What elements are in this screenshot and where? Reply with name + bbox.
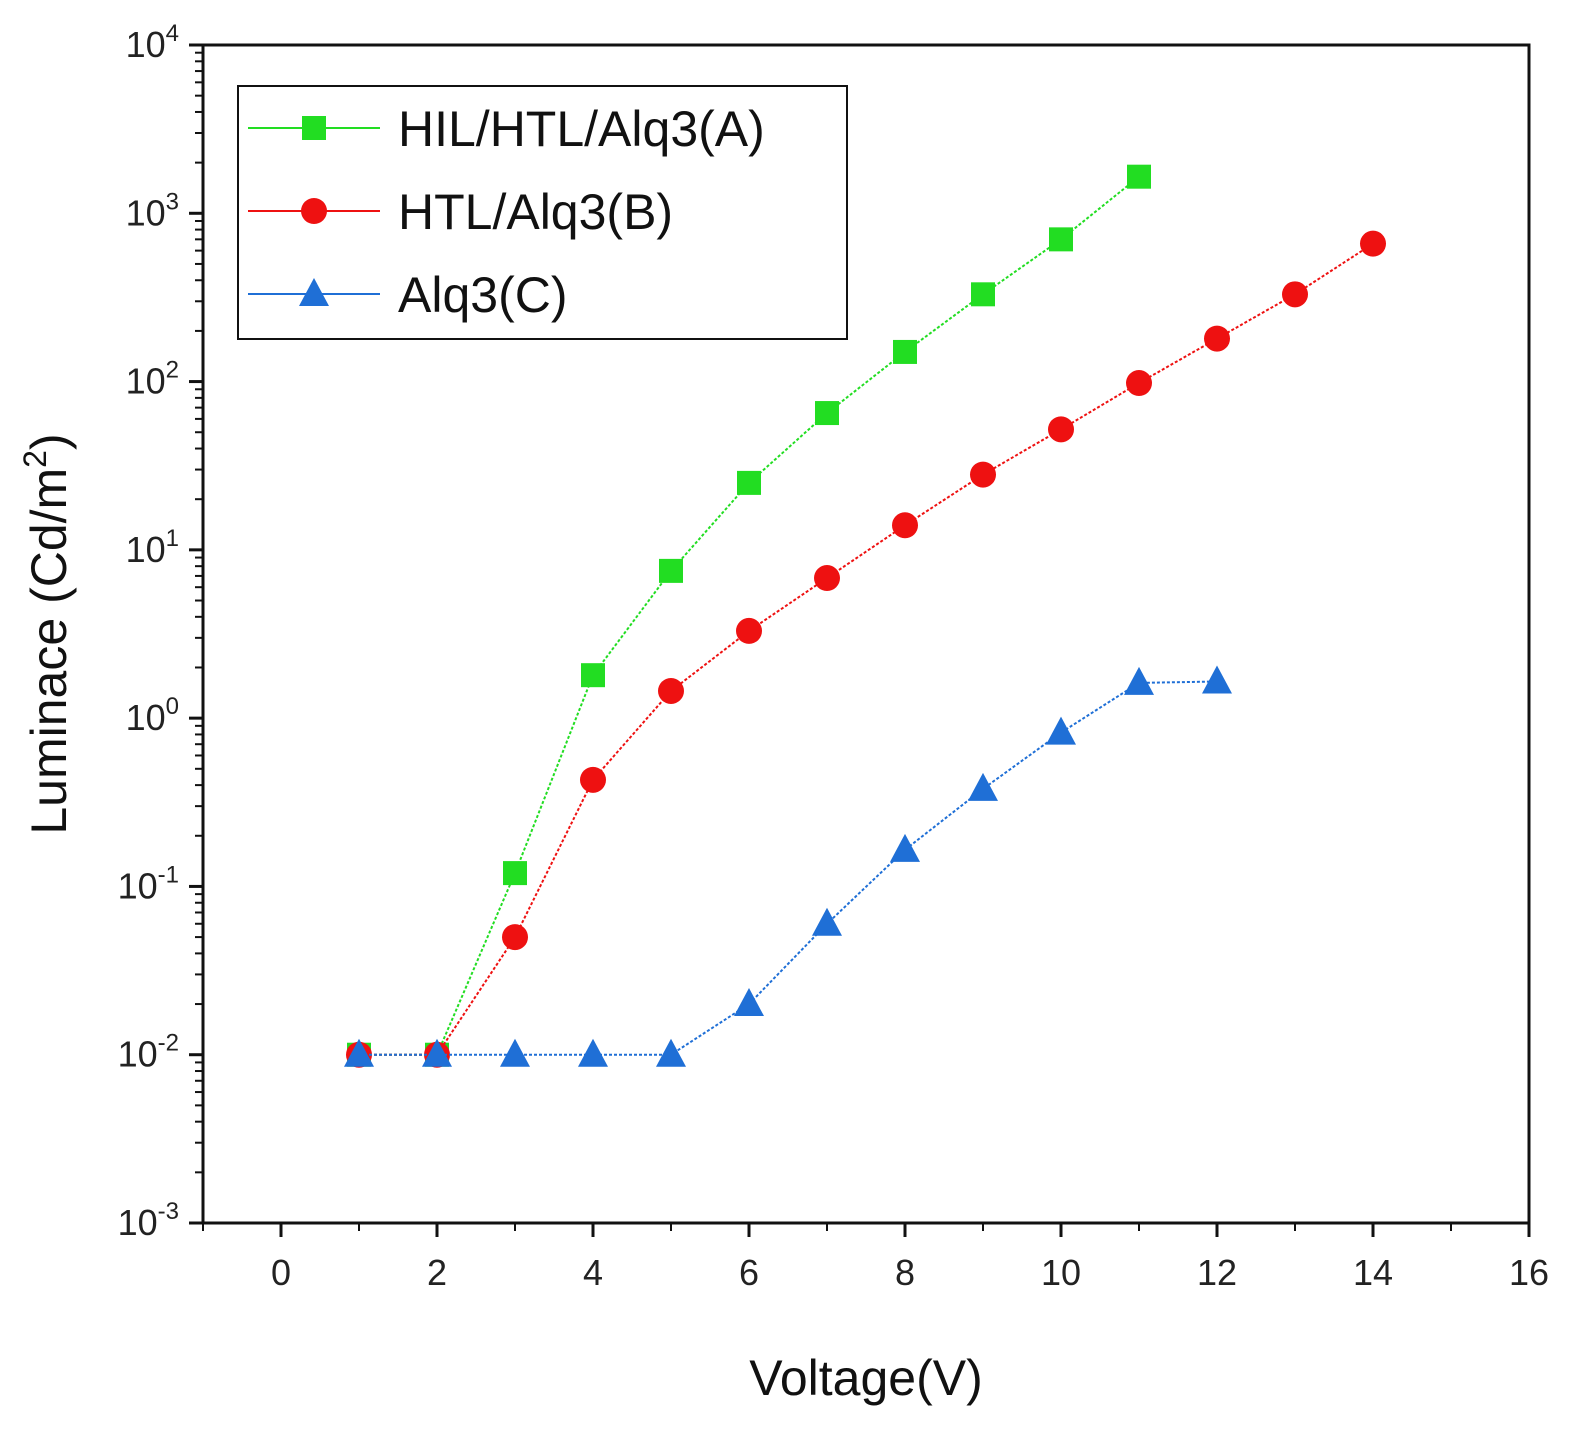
data-point: [659, 558, 683, 583]
legend-marker: [299, 278, 329, 306]
data-point: [581, 663, 605, 688]
data-point: [1048, 416, 1074, 443]
data-point: [580, 766, 606, 793]
data-point: [815, 401, 839, 426]
data-point: [737, 470, 761, 495]
data-point: [1360, 230, 1386, 257]
legend-marker: [302, 116, 326, 140]
y-tick-label: 10-1: [118, 861, 179, 906]
y-axis-title: Luminace (Cd/m2): [17, 433, 77, 834]
data-point: [503, 861, 527, 886]
x-tick-label: 12: [1197, 1252, 1237, 1293]
data-point: [1204, 325, 1230, 352]
data-point: [970, 461, 996, 488]
legend-label: Alq3(C): [398, 267, 567, 323]
y-tick-label: 10-3: [118, 1198, 179, 1243]
x-axis-title: Voltage(V): [749, 1350, 982, 1406]
data-point: [734, 988, 764, 1017]
data-point: [736, 617, 762, 644]
data-point: [814, 565, 840, 592]
data-point: [502, 924, 528, 951]
y-tick-label: 10-2: [118, 1030, 179, 1075]
legend: HIL/HTL/Alq3(A) HTL/Alq3(B) Alq3(C): [237, 85, 848, 340]
data-point: [971, 282, 995, 307]
data-point: [892, 512, 918, 539]
y-tick-label: 100: [126, 693, 179, 738]
legend-entry: HTL/Alq3(B): [248, 184, 673, 240]
data-point: [812, 907, 842, 936]
data-point: [422, 1038, 452, 1067]
legend-marker: [301, 198, 327, 224]
y-tick-label: 103: [126, 188, 179, 233]
y-tick-label: 102: [126, 357, 179, 402]
legend-entry: Alq3(C): [248, 267, 567, 323]
data-point: [500, 1038, 530, 1067]
data-point: [1282, 281, 1308, 308]
legend-entry: HIL/HTL/Alq3(A): [248, 101, 765, 157]
data-point: [1124, 666, 1154, 695]
data-point: [658, 677, 684, 704]
x-tick-label: 2: [427, 1252, 447, 1293]
x-tick-label: 6: [739, 1252, 759, 1293]
data-point: [1126, 370, 1152, 397]
data-point: [656, 1038, 686, 1067]
legend-label: HIL/HTL/Alq3(A): [398, 101, 765, 157]
plot-frame: [201, 43, 1531, 1225]
y-axis-title-sup: 2: [17, 450, 53, 468]
series-layer: [344, 164, 1386, 1068]
y-tick-label: 104: [126, 20, 179, 65]
series-htl-alq3-b: [346, 230, 1386, 1068]
x-tick-label: 14: [1353, 1252, 1393, 1293]
series-alq3-c: [344, 665, 1232, 1067]
y-axis-title-base: Luminace (Cd/m: [21, 468, 77, 835]
y-axis-title-close: ): [21, 433, 77, 450]
legend-entries: HIL/HTL/Alq3(A) HTL/Alq3(B) Alq3(C): [248, 101, 765, 323]
data-point: [1127, 164, 1151, 189]
series-line: [359, 680, 1218, 1056]
data-point: [578, 1038, 608, 1067]
data-point: [1046, 716, 1076, 745]
legend-label: HTL/Alq3(B): [398, 184, 673, 240]
data-point: [1202, 665, 1232, 694]
x-tick-label: 0: [271, 1252, 291, 1293]
series-line: [359, 242, 1374, 1056]
x-tick-label: 16: [1509, 1252, 1549, 1293]
data-point: [890, 833, 920, 862]
x-tick-label: 10: [1041, 1252, 1081, 1293]
data-point: [1049, 227, 1073, 252]
y-tick-label: 101: [126, 525, 179, 570]
x-tick-label: 8: [895, 1252, 915, 1293]
data-point: [344, 1038, 374, 1067]
x-tick-label: 4: [583, 1252, 603, 1293]
data-point: [968, 772, 998, 801]
axis-ticks: 0 2 4 6 8 10 12 14 16 10-3 10-2 10-1 100 101 102 103 104: [118, 20, 1549, 1293]
data-point: [893, 339, 917, 364]
